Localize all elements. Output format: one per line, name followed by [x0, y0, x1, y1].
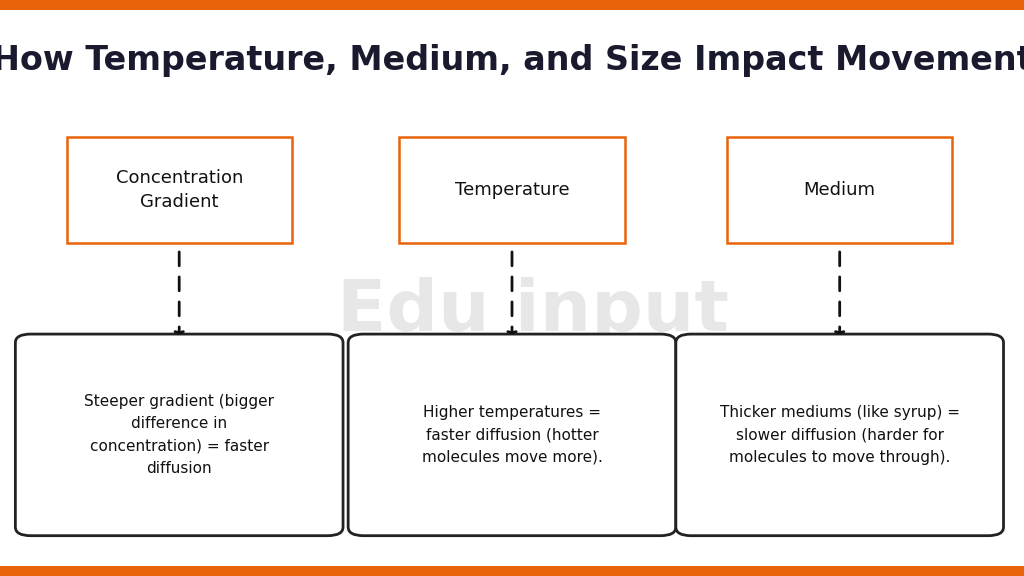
Bar: [0, 0, 1024, 10]
FancyBboxPatch shape: [15, 334, 343, 536]
Bar: [0, 566, 1024, 576]
Text: Edu input: Edu input: [337, 276, 728, 346]
Text: Thicker mediums (like syrup) =
slower diffusion (harder for
molecules to move th: Thicker mediums (like syrup) = slower di…: [720, 405, 959, 465]
Text: Steeper gradient (bigger
difference in
concentration) = faster
diffusion: Steeper gradient (bigger difference in c…: [84, 394, 274, 476]
Text: Concentration
Gradient: Concentration Gradient: [116, 169, 243, 211]
FancyBboxPatch shape: [399, 137, 625, 244]
FancyBboxPatch shape: [348, 334, 676, 536]
Text: How Temperature, Medium, and Size Impact Movement: How Temperature, Medium, and Size Impact…: [0, 44, 1024, 77]
FancyBboxPatch shape: [67, 137, 292, 244]
FancyBboxPatch shape: [676, 334, 1004, 536]
Text: Medium: Medium: [804, 181, 876, 199]
FancyBboxPatch shape: [727, 137, 952, 244]
Text: Higher temperatures =
faster diffusion (hotter
molecules move more).: Higher temperatures = faster diffusion (…: [422, 405, 602, 465]
Text: Temperature: Temperature: [455, 181, 569, 199]
